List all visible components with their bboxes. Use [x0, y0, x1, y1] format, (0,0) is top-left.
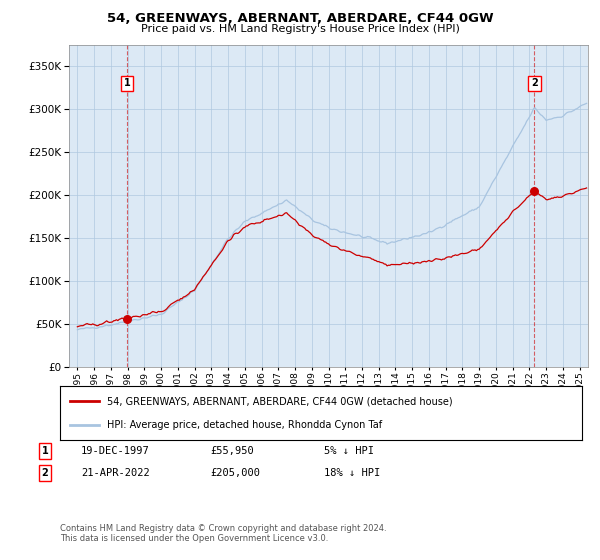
Text: 21-APR-2022: 21-APR-2022 [81, 468, 150, 478]
Text: HPI: Average price, detached house, Rhondda Cynon Taf: HPI: Average price, detached house, Rhon… [107, 419, 382, 430]
Point [530, 186, 539, 195]
Text: Contains HM Land Registry data © Crown copyright and database right 2024.
This d: Contains HM Land Registry data © Crown c… [60, 524, 386, 543]
Text: 2: 2 [41, 468, 49, 478]
Text: 5% ↓ HPI: 5% ↓ HPI [324, 446, 374, 456]
Text: 1: 1 [124, 78, 130, 88]
Text: £205,000: £205,000 [210, 468, 260, 478]
Point [122, 314, 132, 323]
Text: 54, GREENWAYS, ABERNANT, ABERDARE, CF44 0GW (detached house): 54, GREENWAYS, ABERNANT, ABERDARE, CF44 … [107, 396, 452, 407]
Text: 1: 1 [41, 446, 49, 456]
Text: 19-DEC-1997: 19-DEC-1997 [81, 446, 150, 456]
Text: 54, GREENWAYS, ABERNANT, ABERDARE, CF44 0GW: 54, GREENWAYS, ABERNANT, ABERDARE, CF44 … [107, 12, 493, 25]
Text: 2: 2 [531, 78, 538, 88]
Text: Price paid vs. HM Land Registry's House Price Index (HPI): Price paid vs. HM Land Registry's House … [140, 24, 460, 34]
Text: £55,950: £55,950 [210, 446, 254, 456]
Text: 18% ↓ HPI: 18% ↓ HPI [324, 468, 380, 478]
